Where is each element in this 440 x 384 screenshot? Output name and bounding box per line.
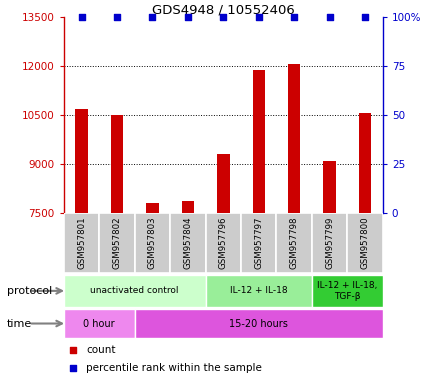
Text: GSM957798: GSM957798: [290, 217, 299, 269]
Bar: [347, 213, 383, 273]
Bar: [217, 154, 230, 213]
Bar: [170, 213, 205, 273]
Text: GSM957801: GSM957801: [77, 217, 86, 269]
Bar: [99, 213, 135, 273]
Point: [255, 14, 262, 20]
Bar: [276, 213, 312, 273]
Bar: [64, 309, 135, 338]
Bar: [64, 213, 99, 273]
Text: GSM957802: GSM957802: [113, 217, 121, 269]
Bar: [146, 203, 158, 213]
Point: [326, 14, 333, 20]
Bar: [111, 114, 123, 213]
Bar: [253, 70, 265, 213]
Text: 0 hour: 0 hour: [84, 318, 115, 329]
Text: GSM957800: GSM957800: [360, 217, 370, 269]
Bar: [241, 213, 276, 273]
Bar: [359, 113, 371, 213]
Point: [291, 14, 298, 20]
Bar: [312, 213, 347, 273]
Text: GSM957797: GSM957797: [254, 217, 263, 269]
Bar: [205, 213, 241, 273]
Point: [362, 14, 369, 20]
Point: [184, 14, 191, 20]
Text: 15-20 hours: 15-20 hours: [229, 318, 288, 329]
Point: [220, 14, 227, 20]
Point: [114, 14, 121, 20]
Bar: [312, 275, 383, 307]
Text: unactivated control: unactivated control: [91, 286, 179, 295]
Text: GSM957796: GSM957796: [219, 217, 228, 269]
Bar: [205, 275, 312, 307]
Bar: [135, 213, 170, 273]
Bar: [182, 201, 194, 213]
Text: GSM957804: GSM957804: [183, 217, 192, 269]
Text: IL-12 + IL-18,
TGF-β: IL-12 + IL-18, TGF-β: [317, 281, 378, 301]
Point: [149, 14, 156, 20]
Text: GSM957799: GSM957799: [325, 217, 334, 269]
Bar: [75, 109, 88, 213]
Bar: [64, 275, 205, 307]
Bar: [135, 309, 383, 338]
Bar: [323, 161, 336, 213]
Text: percentile rank within the sample: percentile rank within the sample: [86, 363, 262, 373]
Text: count: count: [86, 345, 116, 355]
Point: [307, 296, 314, 302]
Text: time: time: [7, 318, 32, 329]
Text: GSM957803: GSM957803: [148, 217, 157, 269]
Text: protocol: protocol: [7, 286, 52, 296]
Point: [307, 132, 314, 139]
Bar: [288, 64, 301, 213]
Title: GDS4948 / 10552406: GDS4948 / 10552406: [152, 3, 295, 16]
Point: [78, 14, 85, 20]
Text: IL-12 + IL-18: IL-12 + IL-18: [230, 286, 288, 295]
